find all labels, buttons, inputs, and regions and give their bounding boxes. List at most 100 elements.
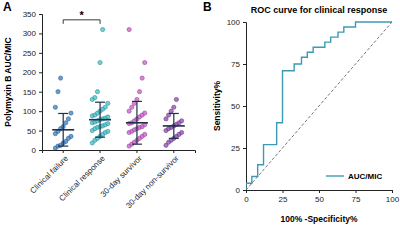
- point: [103, 105, 107, 109]
- point: [140, 76, 144, 80]
- tick: Clinical response: [57, 150, 107, 203]
- tick-mark: [39, 111, 42, 112]
- tick: 150: [23, 88, 42, 97]
- tick-label: 50: [231, 102, 240, 111]
- error-cap: [169, 138, 179, 139]
- tick-mark: [39, 92, 42, 93]
- tick-mark: [243, 22, 246, 23]
- tick-mark: [243, 106, 246, 107]
- tick-label: 300: [23, 29, 37, 38]
- tick-mark: [356, 190, 357, 193]
- tick-mark: [173, 150, 174, 153]
- point: [172, 105, 176, 109]
- tick-mark: [39, 72, 42, 73]
- tick: 300: [23, 29, 42, 38]
- x-axis: 0 25 50 75 100: [244, 190, 399, 204]
- tick-mark: [392, 190, 393, 193]
- tick-label: 250: [23, 49, 37, 58]
- annotation: *: [79, 9, 84, 21]
- point: [69, 134, 73, 138]
- tick-label: 50: [315, 195, 324, 204]
- y-axis: 0 25 50 75 100: [227, 18, 247, 195]
- point: [169, 109, 173, 113]
- point: [164, 117, 168, 121]
- tick-label: 0: [244, 195, 249, 204]
- point: [93, 95, 97, 99]
- tick: 25: [231, 144, 246, 153]
- panel-label: B: [203, 0, 212, 14]
- tick-label: Clinical response: [57, 153, 107, 203]
- tick: 250: [23, 49, 42, 58]
- tick: 0: [244, 190, 249, 204]
- tick-label: 25: [231, 144, 240, 153]
- tick-label: 25: [279, 195, 288, 204]
- tick-label: 75: [231, 60, 240, 69]
- tick: 100: [23, 107, 42, 116]
- tick-mark: [39, 150, 42, 151]
- point: [137, 90, 141, 94]
- tick-mark: [243, 64, 246, 65]
- roc-line: [246, 22, 392, 190]
- tick-label: 30-day non-survivor: [124, 154, 181, 211]
- error-cap: [132, 144, 142, 145]
- tick: 30-day non-survivor: [124, 150, 181, 210]
- legend-swatch: [326, 175, 344, 176]
- error-cap: [169, 113, 179, 114]
- tick-mark: [39, 33, 42, 34]
- mean-line: [52, 129, 74, 131]
- tick: 50: [27, 127, 42, 136]
- point: [53, 105, 57, 109]
- error-cap: [58, 146, 68, 147]
- tick: 50: [315, 190, 324, 204]
- tick: 350: [23, 10, 42, 19]
- point: [174, 97, 178, 101]
- figure: APolymyxin B AUC/MIC05010015020025030035…: [0, 0, 400, 228]
- tick-label: 100: [227, 18, 241, 27]
- tick: 75: [352, 190, 361, 204]
- legend: AUC/MIC: [326, 172, 382, 181]
- point: [106, 101, 110, 105]
- tick: Clinical failure: [28, 150, 70, 195]
- tick-label: 100: [386, 195, 400, 204]
- tick: 200: [23, 68, 42, 77]
- axis-title: 100% -Specificity%: [280, 214, 357, 224]
- mean-line: [126, 122, 148, 124]
- tick-label: 100: [23, 107, 37, 116]
- tick: 25: [279, 190, 288, 204]
- tick-mark: [243, 190, 246, 191]
- tick-label: 75: [352, 195, 361, 204]
- axis-line: [39, 15, 43, 151]
- tick-mark: [319, 190, 320, 193]
- point: [143, 111, 147, 115]
- error-cap: [95, 102, 105, 103]
- tick: 100: [386, 190, 400, 204]
- point: [127, 109, 131, 113]
- point: [95, 90, 99, 94]
- plot-area: [52, 27, 185, 150]
- axis-title: Sensitivity%: [212, 81, 222, 132]
- point: [58, 76, 62, 80]
- tick-mark: [63, 150, 64, 153]
- plot-area: [246, 22, 392, 190]
- x-axis: Clinical failureClinical response 30-day …: [28, 150, 195, 210]
- point: [106, 129, 110, 133]
- tick-mark: [100, 150, 101, 153]
- point: [130, 105, 134, 109]
- tick-mark: [39, 53, 42, 54]
- tick-mark: [246, 190, 247, 193]
- error-cap: [95, 137, 105, 138]
- point: [180, 130, 184, 134]
- chart-title: ROC curve for clinical response: [251, 5, 388, 15]
- tick-label: 0: [236, 186, 241, 195]
- tick-mark: [243, 148, 246, 149]
- tick: 100: [227, 18, 246, 27]
- error-cap: [58, 113, 68, 114]
- tick-mark: [39, 14, 42, 15]
- point: [98, 60, 102, 64]
- point: [143, 60, 147, 64]
- point: [127, 27, 131, 31]
- point: [106, 121, 110, 125]
- point: [64, 121, 68, 125]
- tick-label: 0: [32, 146, 37, 155]
- point: [106, 115, 110, 119]
